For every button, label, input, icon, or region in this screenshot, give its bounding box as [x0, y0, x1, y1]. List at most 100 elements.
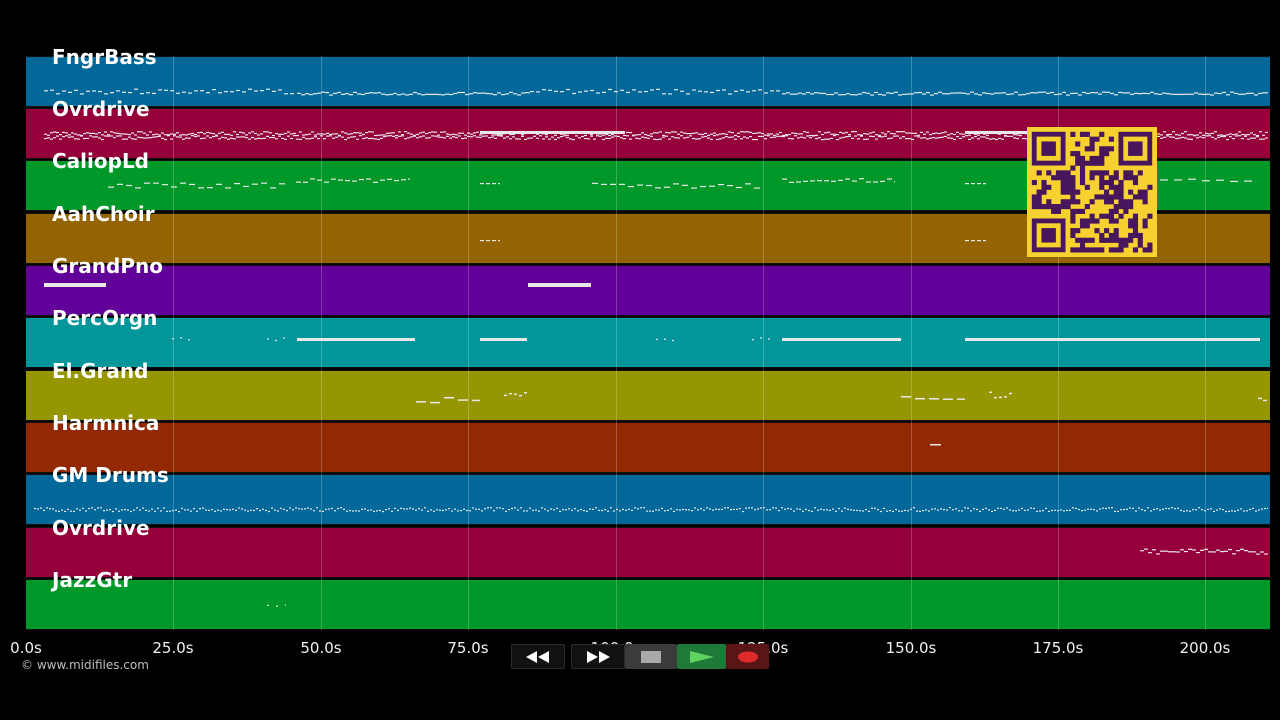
qr-module: [1079, 223, 1086, 229]
qr-module: [1094, 170, 1100, 176]
qr-module: [1089, 141, 1095, 147]
qr-module: [1079, 175, 1086, 181]
time-tick-label: 200.0s: [1179, 639, 1231, 657]
qr-module: [1142, 223, 1148, 229]
qr-module: [1079, 218, 1086, 224]
qr-module: [1104, 194, 1110, 200]
qr-module: [1104, 151, 1110, 157]
qr-module: [1118, 179, 1124, 186]
time-tick-label: 75.0s: [447, 639, 489, 657]
qr-module: [1113, 184, 1119, 190]
qr-module: [1079, 247, 1086, 253]
time-gridline: [1205, 56, 1206, 630]
time-tick-label: 25.0s: [152, 639, 194, 657]
track-label-jazzgtr: JazzGtr: [52, 568, 133, 592]
qr-module: [1142, 189, 1148, 195]
qr-module: [1118, 237, 1124, 243]
qr-module: [1060, 170, 1066, 176]
qr-module: [1070, 179, 1076, 186]
qr-finder: [1041, 141, 1056, 156]
qr-module: [1079, 237, 1086, 243]
qr-module: [1132, 179, 1139, 186]
qr-module: [1113, 170, 1119, 176]
play-button[interactable]: [677, 644, 726, 669]
qr-module: [1099, 237, 1105, 243]
qr-module: [1132, 232, 1139, 239]
qr-module: [1128, 223, 1134, 229]
qr-module: [1075, 199, 1081, 205]
fast-forward-button[interactable]: [571, 644, 625, 669]
qr-module: [1036, 204, 1042, 210]
track-lane-el-grand[interactable]: [26, 370, 1270, 421]
qr-module: [1099, 155, 1105, 162]
qr-module: [1075, 155, 1081, 162]
track-lane-fngrbass[interactable]: [26, 56, 1270, 107]
qr-code: [1027, 127, 1157, 257]
qr-module: [1137, 237, 1143, 243]
qr-module: [1070, 213, 1076, 219]
qr-module: [1118, 213, 1124, 219]
qr-module: [1089, 213, 1095, 219]
track-label-gm-drums: GM Drums: [52, 463, 169, 487]
qr-module: [1041, 179, 1047, 186]
time-gridline: [1058, 56, 1059, 630]
qr-module: [1132, 175, 1139, 181]
track-lane-gm-drums[interactable]: [26, 474, 1270, 525]
qr-module: [1104, 199, 1110, 205]
qr-module: [1108, 208, 1114, 214]
track-label-harmnica: Harmnica: [52, 411, 160, 435]
qr-module: [1113, 208, 1119, 214]
qr-module: [1118, 189, 1124, 195]
qr-module: [1089, 155, 1095, 162]
qr-module: [1075, 189, 1081, 195]
qr-module: [1108, 136, 1114, 142]
qr-module: [1132, 247, 1139, 253]
record-button[interactable]: [726, 644, 769, 669]
qr-module: [1108, 179, 1114, 186]
qr-module: [1113, 247, 1119, 253]
qr-module: [1070, 194, 1076, 200]
qr-module: [1099, 170, 1105, 176]
rewind-button[interactable]: [511, 644, 565, 669]
qr-module: [1075, 237, 1081, 243]
track-lane-jazzgtr[interactable]: [26, 579, 1270, 630]
qr-module: [1104, 170, 1110, 176]
qr-module: [1089, 175, 1095, 181]
qr-module: [1123, 199, 1129, 205]
qr-module: [1128, 237, 1134, 243]
qr-module: [1104, 146, 1110, 152]
qr-module: [1041, 204, 1047, 210]
qr-module: [1041, 189, 1047, 195]
qr-module: [1099, 179, 1105, 186]
qr-module: [1089, 199, 1095, 205]
qr-module: [1123, 204, 1129, 210]
qr-module: [1089, 218, 1095, 224]
qr-module: [1070, 165, 1076, 171]
qr-module: [1104, 237, 1110, 243]
qr-module: [1036, 189, 1042, 195]
qr-module: [1132, 194, 1139, 200]
qr-module: [1128, 232, 1134, 239]
track-lane-grandpno[interactable]: [26, 265, 1270, 316]
qr-module: [1070, 184, 1076, 190]
qr-module: [1104, 213, 1110, 219]
stop-button[interactable]: [625, 644, 677, 669]
qr-module: [1147, 247, 1153, 253]
qr-module: [1070, 151, 1076, 157]
qr-module: [1137, 170, 1143, 176]
qr-module: [1113, 232, 1119, 239]
qr-module: [1070, 218, 1076, 224]
qr-module: [1147, 213, 1153, 219]
qr-module: [1055, 175, 1062, 181]
track-label-fngrbass: FngrBass: [52, 45, 157, 69]
qr-module: [1108, 146, 1114, 152]
track-lane-percorgn[interactable]: [26, 317, 1270, 368]
qr-module: [1079, 170, 1086, 176]
track-lane-ovrdrive-2[interactable]: [26, 527, 1270, 578]
track-lane-harmnica[interactable]: [26, 422, 1270, 473]
qr-module: [1075, 151, 1081, 157]
qr-module: [1031, 199, 1037, 205]
qr-module: [1070, 208, 1076, 214]
qr-finder: [1041, 228, 1056, 243]
qr-module: [1099, 213, 1105, 219]
